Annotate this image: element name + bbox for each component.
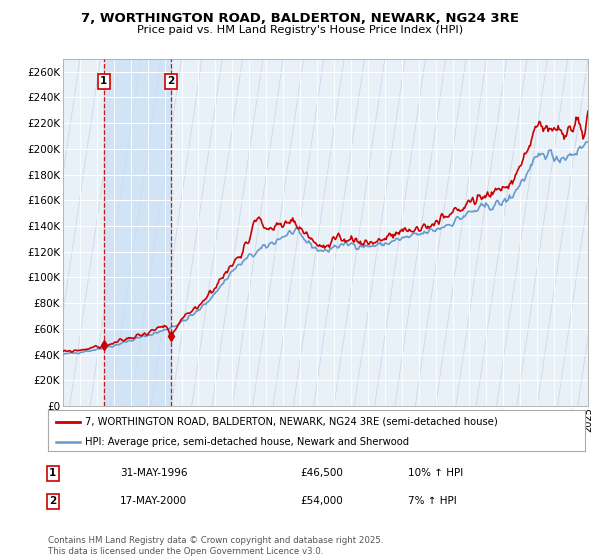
Text: 17-MAY-2000: 17-MAY-2000: [120, 496, 187, 506]
Text: 7, WORTHINGTON ROAD, BALDERTON, NEWARK, NG24 3RE: 7, WORTHINGTON ROAD, BALDERTON, NEWARK, …: [81, 12, 519, 25]
Text: 10% ↑ HPI: 10% ↑ HPI: [408, 468, 463, 478]
Text: 2: 2: [49, 496, 56, 506]
Bar: [104, 59, 171, 406]
Text: Contains HM Land Registry data © Crown copyright and database right 2025.
This d: Contains HM Land Registry data © Crown c…: [48, 536, 383, 556]
Text: 7, WORTHINGTON ROAD, BALDERTON, NEWARK, NG24 3RE (semi-detached house): 7, WORTHINGTON ROAD, BALDERTON, NEWARK, …: [85, 417, 497, 427]
Text: 1: 1: [100, 76, 107, 86]
Text: £46,500: £46,500: [300, 468, 343, 478]
Text: 2: 2: [167, 76, 175, 86]
Text: £54,000: £54,000: [300, 496, 343, 506]
Text: HPI: Average price, semi-detached house, Newark and Sherwood: HPI: Average price, semi-detached house,…: [85, 437, 409, 447]
Text: 7% ↑ HPI: 7% ↑ HPI: [408, 496, 457, 506]
Text: 31-MAY-1996: 31-MAY-1996: [120, 468, 187, 478]
Text: Price paid vs. HM Land Registry's House Price Index (HPI): Price paid vs. HM Land Registry's House …: [137, 25, 463, 35]
Text: 1: 1: [49, 468, 56, 478]
